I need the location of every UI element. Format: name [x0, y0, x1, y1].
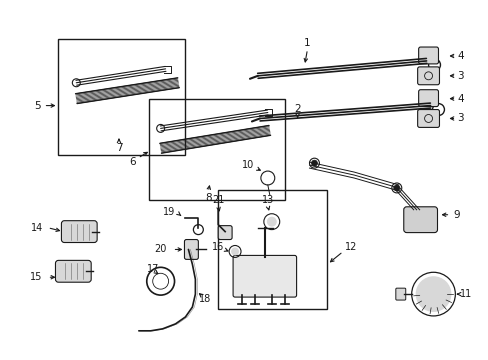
Text: 21: 21: [212, 195, 224, 205]
Text: 16: 16: [212, 243, 224, 252]
Text: 13: 13: [261, 195, 273, 205]
FancyBboxPatch shape: [184, 239, 198, 260]
Text: 15: 15: [30, 272, 43, 282]
Circle shape: [311, 160, 317, 166]
Circle shape: [231, 247, 239, 255]
FancyBboxPatch shape: [61, 221, 97, 243]
Text: 11: 11: [459, 289, 471, 299]
Circle shape: [266, 217, 276, 227]
Text: 10: 10: [242, 160, 254, 170]
Text: 19: 19: [162, 207, 174, 217]
Text: 4: 4: [456, 51, 463, 61]
FancyBboxPatch shape: [55, 260, 91, 282]
Circle shape: [393, 185, 399, 191]
Text: 2: 2: [294, 104, 300, 113]
Text: 14: 14: [30, 222, 42, 233]
Text: 7: 7: [116, 143, 122, 153]
FancyBboxPatch shape: [233, 255, 296, 297]
Bar: [148, 99, 284, 200]
Text: 20: 20: [154, 244, 166, 255]
FancyBboxPatch shape: [418, 90, 438, 107]
FancyBboxPatch shape: [417, 67, 439, 85]
Bar: [59, 39, 185, 155]
Text: 9: 9: [452, 210, 459, 220]
FancyBboxPatch shape: [418, 47, 438, 64]
Circle shape: [415, 276, 450, 312]
FancyBboxPatch shape: [395, 288, 405, 300]
Text: 12: 12: [344, 243, 357, 252]
Text: 17: 17: [146, 264, 159, 274]
FancyBboxPatch shape: [218, 226, 232, 239]
Text: 18: 18: [199, 294, 211, 304]
Bar: [218, 190, 326, 309]
FancyBboxPatch shape: [417, 109, 439, 127]
Text: 1: 1: [304, 38, 310, 48]
Text: 3: 3: [456, 71, 463, 81]
Text: 3: 3: [456, 113, 463, 123]
Text: 6: 6: [129, 157, 136, 167]
FancyBboxPatch shape: [403, 207, 437, 233]
Text: 8: 8: [204, 193, 211, 203]
Text: 5: 5: [34, 100, 41, 111]
Text: 4: 4: [456, 94, 463, 104]
